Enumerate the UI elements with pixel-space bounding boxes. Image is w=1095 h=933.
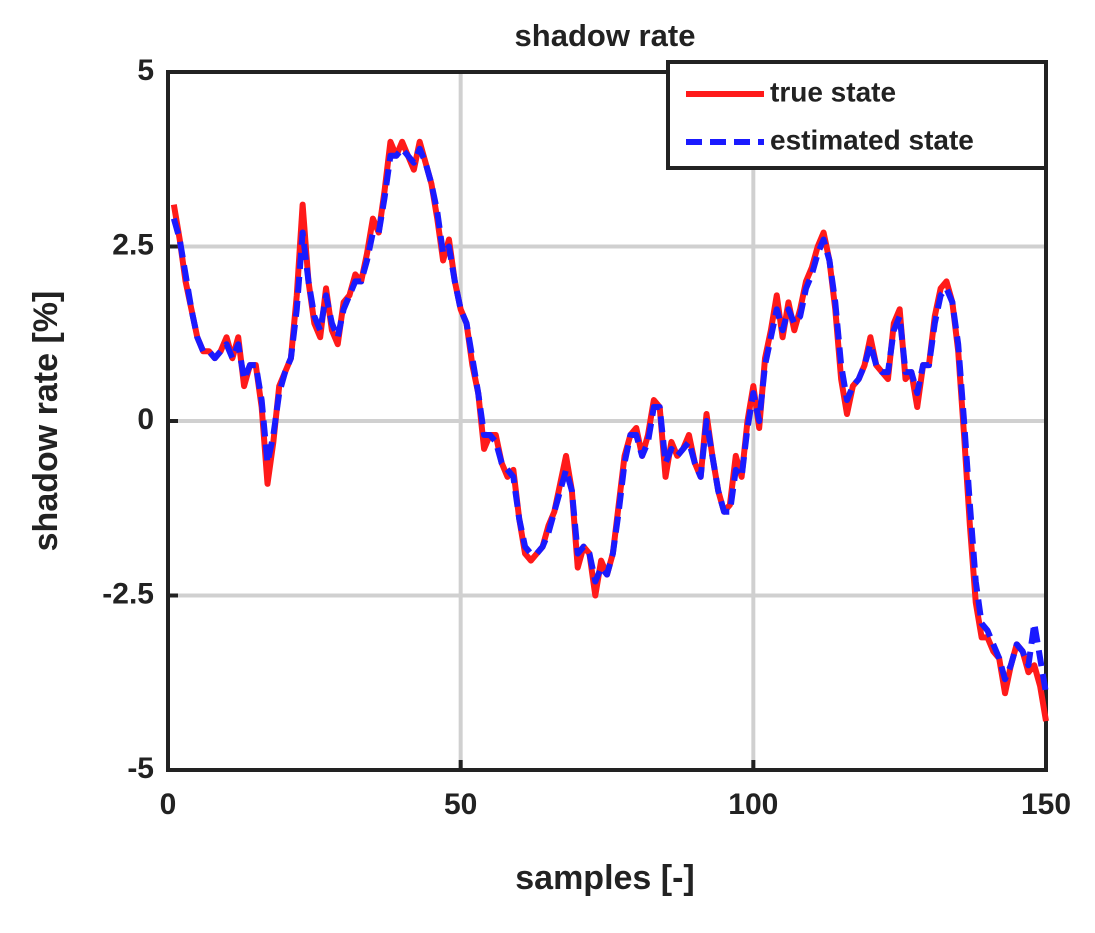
x-tick-label: 50 [444, 788, 477, 821]
y-tick-label: 2.5 [112, 228, 154, 261]
x-axis-label: samples [-] [515, 859, 695, 897]
y-axis-label: shadow rate [%] [27, 291, 65, 552]
series-line [170, 138, 1049, 722]
x-tick-label: 0 [160, 788, 177, 821]
legend-box [666, 60, 1048, 170]
y-tick-label: -2.5 [102, 577, 154, 610]
y-tick-label: -5 [127, 752, 154, 785]
chart-title: shadow rate [515, 18, 696, 53]
y-tick-label: 5 [137, 54, 154, 87]
x-tick-label: 100 [728, 788, 778, 821]
axes-box [166, 70, 1048, 772]
legend-label: estimated state [770, 124, 974, 155]
x-tick-label: 150 [1021, 788, 1071, 821]
series-line [170, 145, 1049, 694]
legend-label: true state [770, 76, 896, 107]
y-tick-label: 0 [137, 403, 154, 436]
